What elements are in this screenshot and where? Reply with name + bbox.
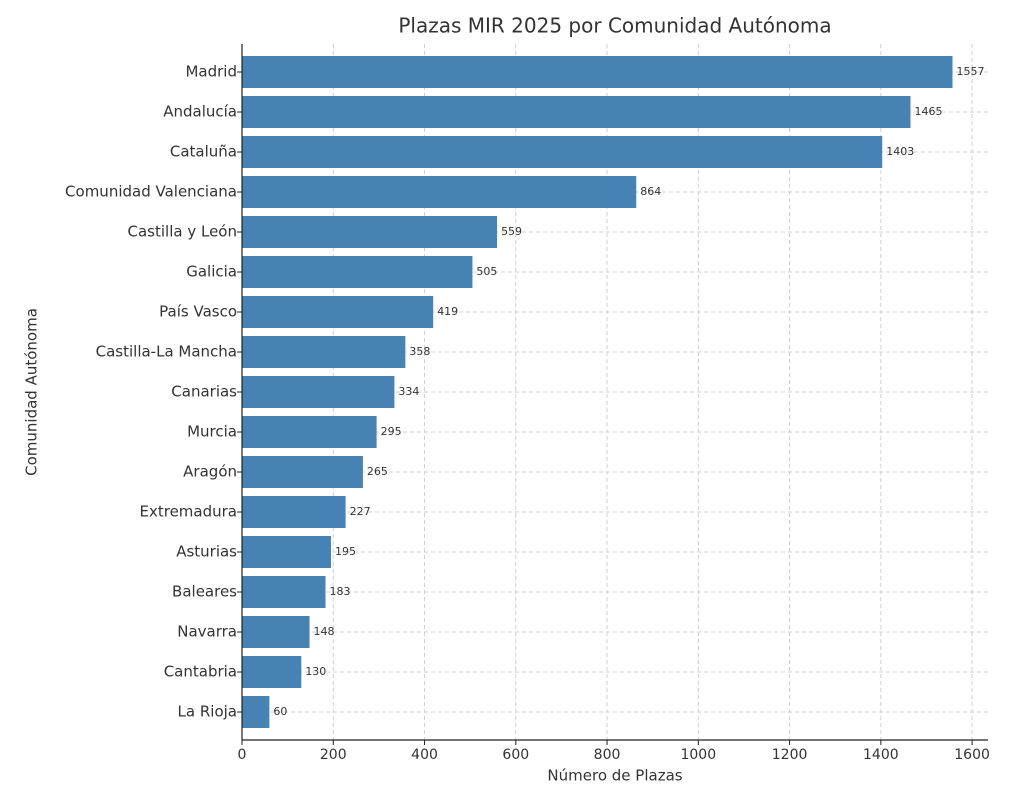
- bar: [242, 456, 363, 488]
- bar: [242, 336, 406, 368]
- value-label: 419: [437, 305, 458, 318]
- y-tick-label: Extremadura: [140, 503, 238, 521]
- y-axis-label: Comunidad Autónoma: [23, 308, 41, 476]
- value-label: 334: [398, 385, 419, 398]
- bar: [242, 496, 346, 528]
- bar: [242, 656, 302, 688]
- value-label: 295: [381, 425, 402, 438]
- value-label: 505: [476, 265, 497, 278]
- x-axis-label: Número de Plazas: [547, 767, 682, 785]
- value-label: 1465: [914, 105, 942, 118]
- value-label: 864: [640, 185, 661, 198]
- y-tick-label: Cataluña: [170, 143, 237, 161]
- y-tick-label: Cantabria: [164, 663, 237, 681]
- y-tick-label: Baleares: [172, 583, 237, 601]
- value-label: 358: [409, 345, 430, 358]
- x-tick-label: 1200: [772, 747, 808, 763]
- x-tick-label: 1000: [680, 747, 716, 763]
- bar: [242, 96, 911, 128]
- value-label: 60: [273, 705, 287, 718]
- bar: [242, 136, 883, 168]
- bar: [242, 296, 434, 328]
- y-tick-label: Comunidad Valenciana: [65, 183, 237, 201]
- y-tick-label: Asturias: [176, 543, 237, 561]
- y-tick-label: Andalucía: [163, 103, 237, 121]
- value-label: 148: [314, 625, 335, 638]
- value-label: 195: [335, 545, 356, 558]
- x-tick-label: 0: [238, 747, 247, 763]
- bar: [242, 576, 326, 608]
- bar: [242, 256, 473, 288]
- bar: [242, 376, 395, 408]
- value-label: 559: [501, 225, 522, 238]
- bar: [242, 616, 310, 648]
- value-label: 183: [330, 585, 351, 598]
- value-label: 227: [350, 505, 371, 518]
- chart-title: Plazas MIR 2025 por Comunidad Autónoma: [398, 14, 831, 38]
- x-tick-label: 600: [502, 747, 529, 763]
- bar: [242, 216, 498, 248]
- bar: [242, 176, 637, 208]
- y-tick-label: País Vasco: [159, 303, 237, 321]
- x-tick-label: 800: [594, 747, 621, 763]
- y-tick-label: Castilla y León: [128, 223, 237, 241]
- value-label: 130: [305, 665, 326, 678]
- y-tick-label: Aragón: [183, 463, 237, 481]
- x-tick-label: 400: [411, 747, 438, 763]
- y-tick-label: La Rioja: [178, 703, 237, 721]
- bar: [242, 416, 377, 448]
- y-tick-label: Murcia: [187, 423, 237, 441]
- x-tick-label: 1400: [863, 747, 899, 763]
- y-tick-label: Madrid: [185, 63, 237, 81]
- bar: [242, 56, 953, 88]
- bar: [242, 696, 270, 728]
- value-label: 265: [367, 465, 388, 478]
- y-tick-label: Galicia: [186, 263, 237, 281]
- x-tick-label: 1600: [954, 747, 990, 763]
- x-tick-label: 200: [320, 747, 347, 763]
- y-tick-label: Navarra: [177, 623, 237, 641]
- y-tick-label: Castilla-La Mancha: [96, 343, 237, 361]
- bar: [242, 536, 331, 568]
- value-label: 1403: [886, 145, 914, 158]
- y-tick-label: Canarias: [171, 383, 237, 401]
- value-label: 1557: [956, 65, 984, 78]
